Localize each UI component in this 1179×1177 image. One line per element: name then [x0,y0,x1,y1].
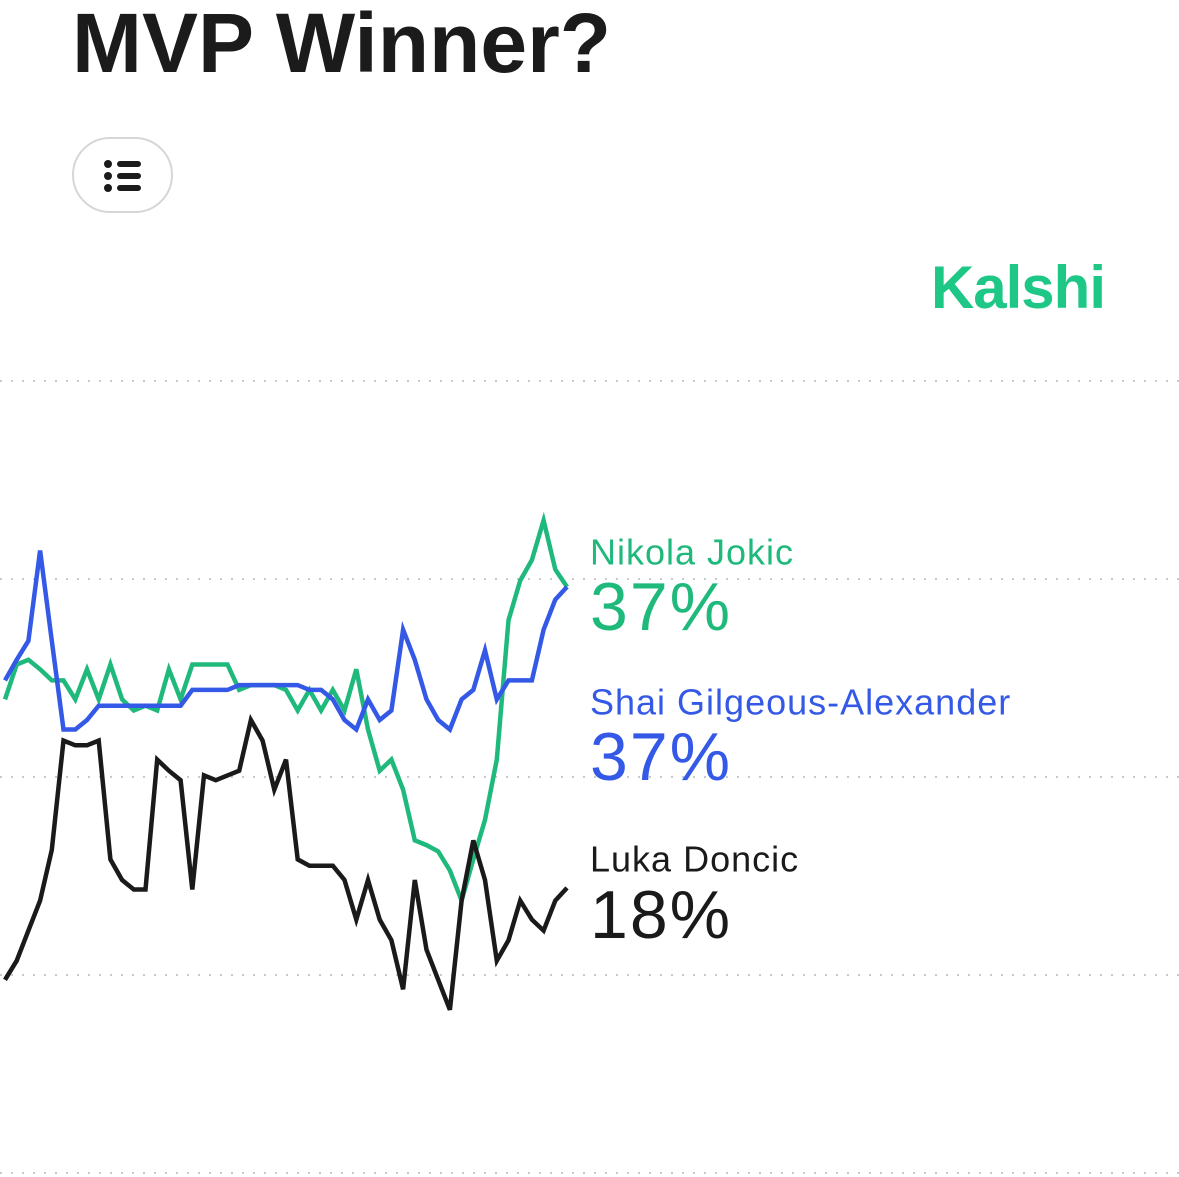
list-icon[interactable] [104,160,141,192]
series-line [2,511,569,908]
chart-title: MVP Winner? [72,0,611,90]
value-label: 18% [590,877,732,953]
list-button[interactable] [72,137,173,213]
series-line [3,550,569,734]
value-label: 37% [590,719,732,795]
legend-name: Shai Gilgeous-Alexander [590,682,1011,723]
brand: Kalshi [931,254,1105,321]
value-label: 37% [590,569,732,645]
series-line [3,713,569,1011]
legend-name: Luka Doncic [590,839,799,880]
legend-name: Nikola Jokic [590,532,794,573]
